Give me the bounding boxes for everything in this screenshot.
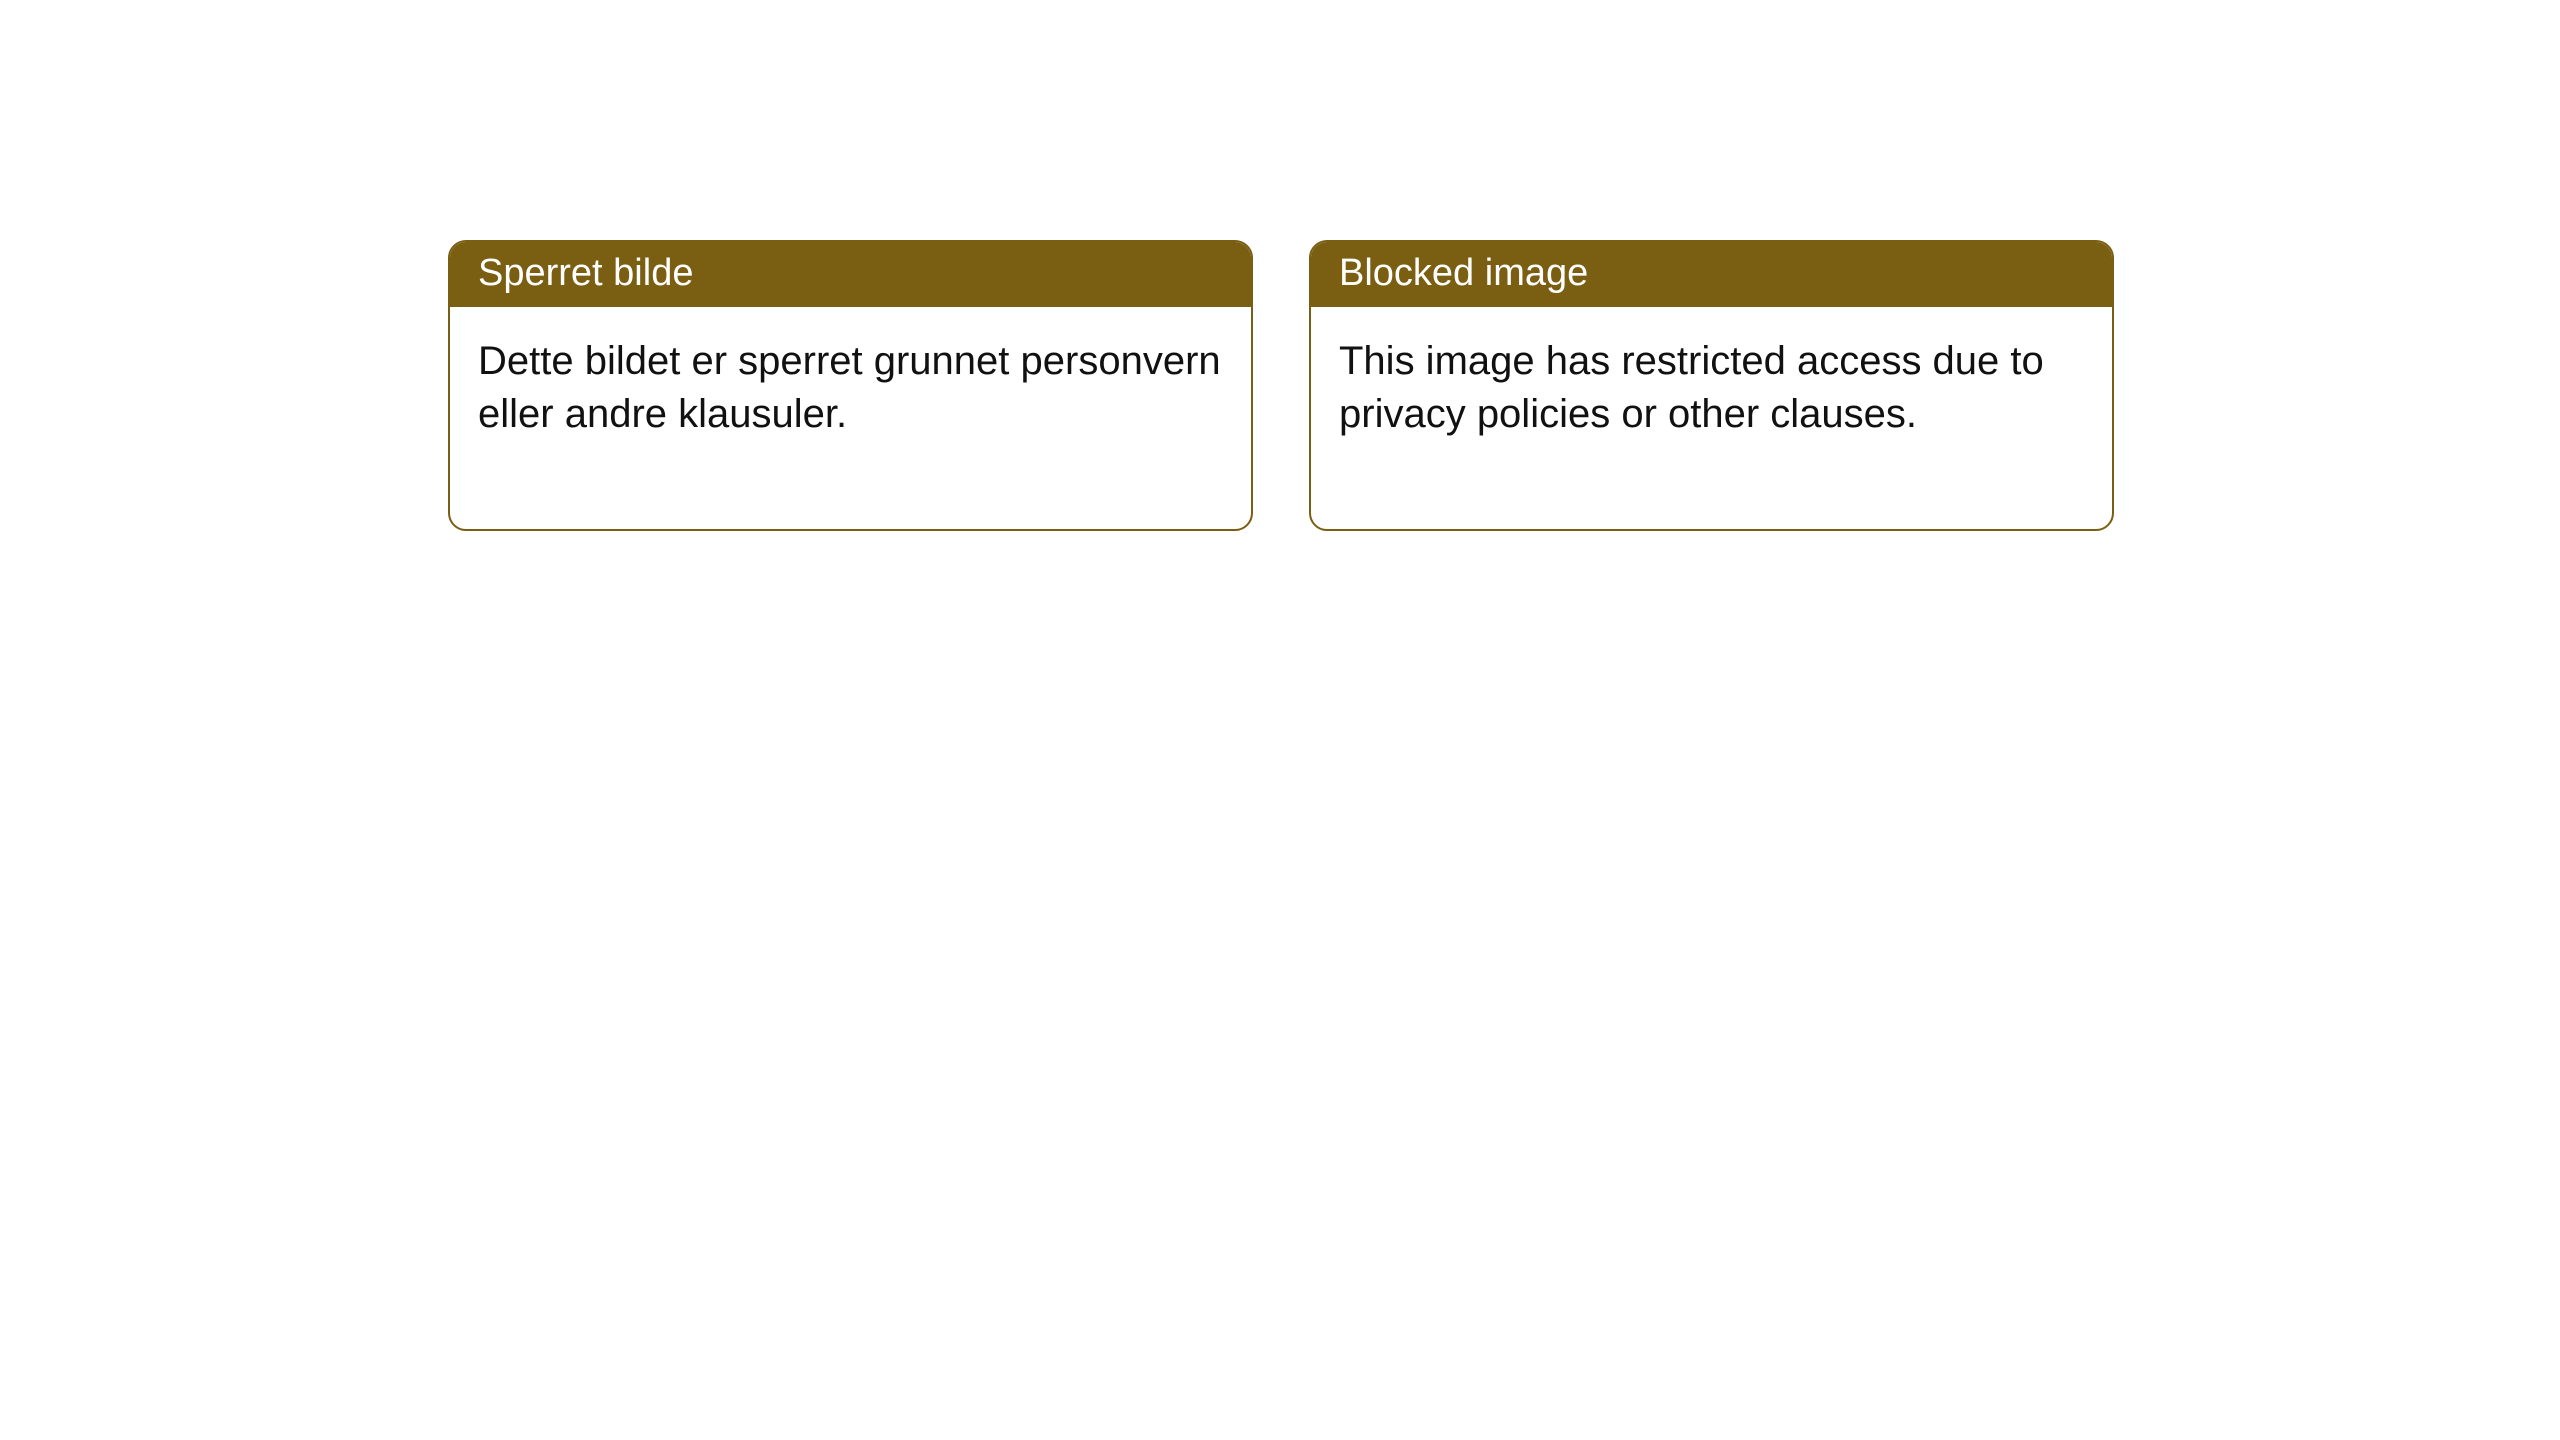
notice-title-english: Blocked image — [1311, 242, 2112, 307]
notice-title-norwegian: Sperret bilde — [450, 242, 1251, 307]
notice-card-norwegian: Sperret bilde Dette bildet er sperret gr… — [448, 240, 1253, 531]
notice-card-english: Blocked image This image has restricted … — [1309, 240, 2114, 531]
notice-container: Sperret bilde Dette bildet er sperret gr… — [448, 240, 2114, 531]
notice-body-english: This image has restricted access due to … — [1311, 307, 2112, 529]
notice-body-norwegian: Dette bildet er sperret grunnet personve… — [450, 307, 1251, 529]
